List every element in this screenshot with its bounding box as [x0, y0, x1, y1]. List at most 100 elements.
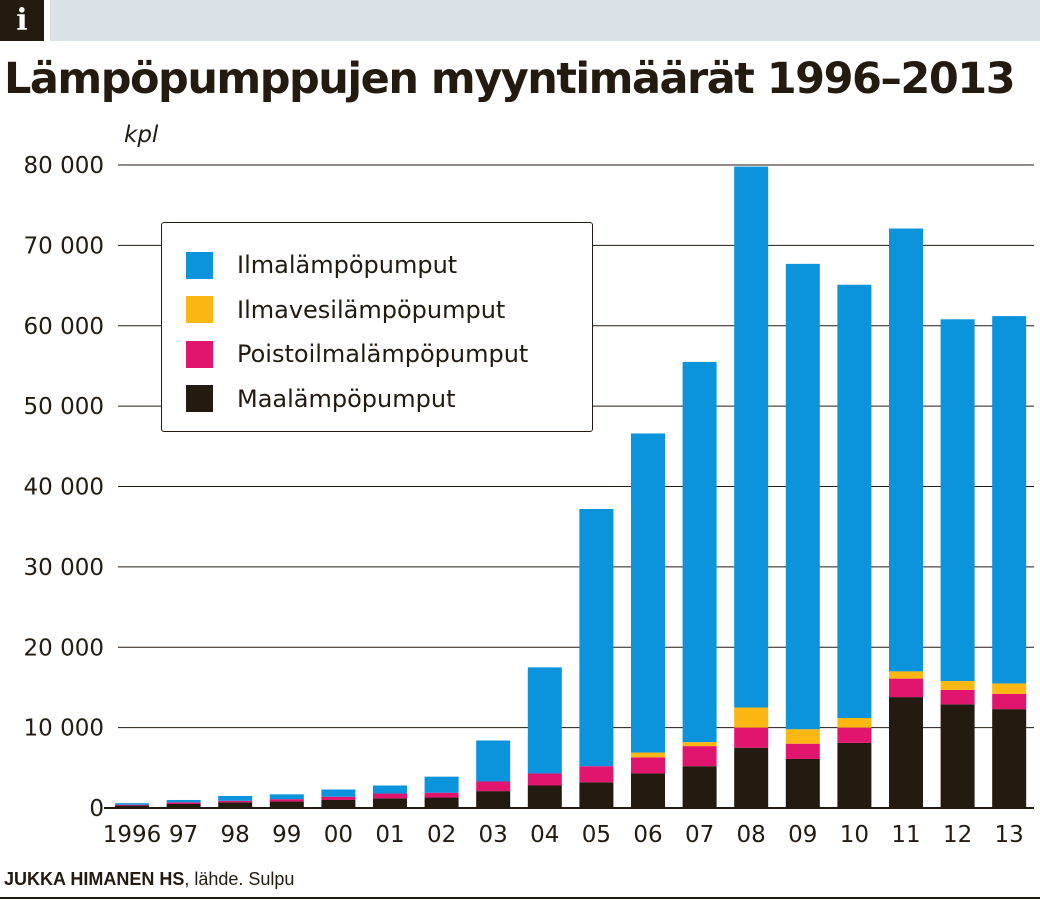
y-tick-label: 20 000 — [24, 635, 104, 661]
bar-segment — [321, 789, 356, 797]
bar-segment — [321, 799, 356, 808]
legend-label: Ilmalämpöpumput — [237, 251, 458, 280]
bar-segment — [785, 743, 820, 759]
bar-segment — [218, 795, 253, 801]
bars — [115, 166, 1027, 808]
bar-segment — [682, 742, 717, 747]
x-tick-label: 08 — [737, 822, 766, 848]
y-axis-unit-label: kpl — [124, 122, 159, 148]
bar-segment — [992, 709, 1027, 808]
bar-segment — [785, 263, 820, 730]
bar-segment — [734, 707, 769, 728]
bar-segment — [631, 757, 665, 774]
credit-line: JUKKA HIMANEN HS, lähde. Sulpu — [4, 869, 295, 889]
bar-segment — [166, 799, 201, 803]
bar-segment — [321, 796, 356, 800]
bar-segment — [373, 793, 407, 799]
x-tick-label: 01 — [375, 822, 404, 848]
x-tick-label: 10 — [840, 822, 869, 848]
bar-segment — [889, 671, 923, 679]
header-bar — [50, 0, 1040, 41]
x-tick-label: 00 — [324, 822, 353, 848]
bar-segment — [631, 433, 665, 753]
bar-segment — [682, 746, 717, 767]
bar-segment — [992, 693, 1027, 710]
bar-segment — [579, 509, 614, 767]
bar-segment — [166, 802, 201, 804]
bar-segment — [631, 773, 665, 808]
bar-segment — [992, 316, 1027, 684]
x-tick-label: 12 — [943, 822, 972, 848]
x-tick-label: 99 — [272, 822, 301, 848]
credit-author: JUKKA HIMANEN HS — [4, 869, 185, 889]
bar-segment — [424, 792, 459, 798]
y-tick-label: 70 000 — [24, 233, 104, 259]
bar-segment — [218, 802, 253, 808]
bar-segment — [837, 284, 872, 718]
x-tick-label: 03 — [479, 822, 508, 848]
bar-segment — [992, 683, 1027, 694]
y-tick-label: 30 000 — [24, 555, 104, 581]
bar-segment — [218, 800, 253, 803]
bar-segment — [115, 805, 149, 808]
bar-segment — [424, 797, 459, 808]
y-tick-label: 40 000 — [24, 475, 104, 501]
y-tick-label: 50 000 — [24, 394, 104, 420]
bar-segment — [115, 804, 149, 806]
bar-segment — [940, 689, 975, 705]
bar-segment — [940, 681, 975, 690]
legend-item-ilmavesilampopumput: Ilmavesilämpöpumput — [186, 288, 592, 333]
x-tick-label: 05 — [582, 822, 611, 848]
credit-source: lähde. Sulpu — [189, 869, 295, 889]
chart-title: Lämpöpumppujen myyntimäärät 1996–2013 — [4, 54, 1016, 104]
bar-segment — [889, 678, 923, 698]
legend-item-ilmalampopumput: Ilmalämpöpumput — [186, 243, 592, 288]
bar-segment — [682, 361, 717, 743]
bar-segment — [115, 803, 149, 805]
bar-segment — [734, 747, 769, 808]
legend-label: Maalämpöpumput — [237, 384, 456, 413]
bar-segment — [682, 766, 717, 808]
y-tick-label: 60 000 — [24, 314, 104, 340]
bar-segment — [373, 798, 407, 808]
legend-label: Ilmavesilämpöpumput — [237, 295, 506, 324]
x-axis-ticks: 1996 97 98 99 00 01 02 03 04 05 06 07 08 09 10 11 12 13 — [103, 822, 1024, 848]
bar-segment — [527, 773, 562, 786]
bar-segment — [269, 799, 304, 802]
bar-segment — [837, 727, 872, 743]
y-tick-label: 10 000 — [24, 716, 104, 742]
bar-segment — [734, 727, 769, 748]
legend-swatch — [186, 385, 213, 413]
bar-segment — [579, 766, 614, 783]
x-tick-label: 07 — [685, 822, 714, 848]
bar-segment — [527, 667, 562, 774]
x-tick-label: 11 — [891, 822, 920, 848]
x-tick-label: 97 — [169, 822, 198, 848]
x-tick-label: 02 — [427, 822, 456, 848]
bar-segment — [527, 785, 562, 808]
legend: Ilmalämpöpumput Ilmavesilämpöpumput Pois… — [161, 222, 593, 432]
bar-segment — [476, 740, 511, 782]
y-tick-label: 0 — [89, 796, 104, 822]
legend-swatch — [186, 251, 213, 279]
bar-segment — [269, 801, 304, 808]
bar-segment — [476, 781, 511, 792]
x-tick-label: 09 — [788, 822, 817, 848]
bar-segment — [579, 782, 614, 808]
bar-segment — [424, 776, 459, 793]
legend-swatch — [186, 340, 213, 368]
bar-segment — [889, 697, 923, 808]
x-tick-label: 06 — [633, 822, 662, 848]
bar-segment — [269, 794, 304, 800]
legend-item-poistoilmalampopumput: Poistoilmalämpöpumput — [186, 332, 592, 377]
x-tick-label: 13 — [995, 822, 1024, 848]
bar-segment — [166, 803, 201, 808]
bottom-rule — [0, 897, 1040, 899]
bar-segment — [785, 758, 820, 808]
info-icon: i — [0, 0, 44, 41]
y-tick-label: 80 000 — [24, 153, 104, 179]
bar-segment — [837, 742, 872, 808]
legend-item-maalampopumput: Maalämpöpumput — [186, 377, 592, 422]
legend-swatch — [186, 296, 213, 324]
bar-segment — [734, 166, 769, 708]
